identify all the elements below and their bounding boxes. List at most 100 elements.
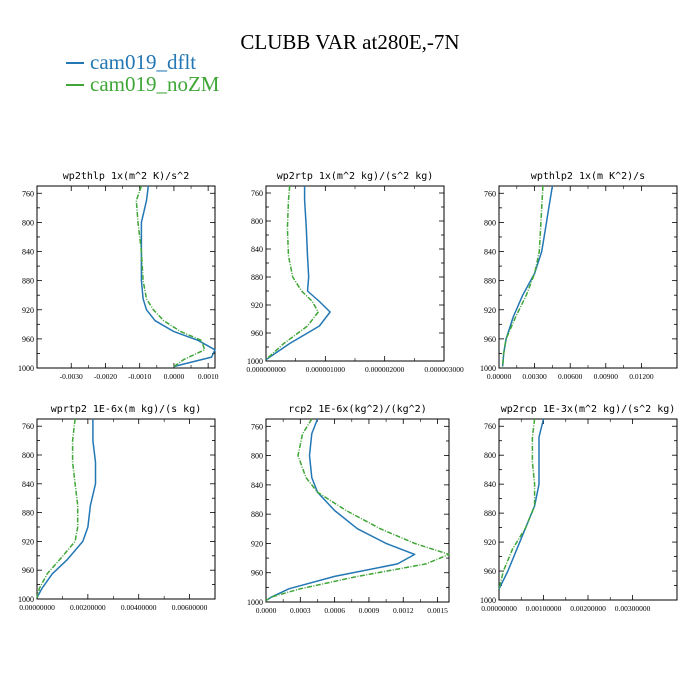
y-tick-label: 800 [484,451,496,460]
series-line-dflt [501,185,554,367]
y-tick-label: 880 [22,277,34,286]
legend-entry-nozm: cam019_noZM [66,72,219,97]
x-tick-label: 0.00300 [522,372,547,381]
x-tick-label: 0.000001000 [306,365,346,374]
y-tick-label: 960 [484,335,496,344]
panel-2: wpthlp2 1x(m K^2)/s 760 800 840 880 920 960 100… [480,171,678,381]
x-tick-label: 0.00900 [594,372,619,381]
legend-entry-dflt: cam019_dflt [66,50,196,75]
series-line-nozm [265,418,450,602]
y-tick-label: 880 [251,273,263,282]
panel-title: wp2rtp 1x(m^2 kg)/(s^2 kg) [277,171,434,182]
x-tick-label: 0.0003 [290,606,311,615]
y-tick-label: 1000 [247,598,263,607]
y-tick-label: 1000 [480,596,496,605]
series-line-dflt [265,418,416,602]
series-line-nozm [498,418,536,590]
y-tick-label: 800 [22,451,34,460]
y-tick-label: 800 [22,218,34,227]
y-tick-label: 760 [484,422,496,431]
x-tick-label: 0.00200000 [570,604,606,613]
x-tick-label: 0.0012 [393,606,414,615]
y-tick-label: 880 [22,509,34,518]
y-tick-label: 760 [251,422,263,431]
series-line-nozm [501,185,544,367]
x-tick-label: 0.00000 [487,372,512,381]
y-tick-label: 840 [22,248,34,257]
y-tick-label: 760 [251,189,263,198]
panel-title: rcp2 1E-6x(kg^2)/(kg^2) [288,404,426,415]
x-tick-label: 0.0015 [427,606,448,615]
y-tick-label: 840 [484,480,496,489]
x-tick-label: 0.0006 [324,606,345,615]
x-tick-label: 0.00100000 [526,604,562,613]
legend-label-nozm: cam019_noZM [90,72,220,96]
y-tick-label: 760 [484,189,496,198]
x-tick-label: 0.00600000 [172,603,208,612]
legend-line-nozm [66,84,84,87]
series-line-dflt [498,418,545,590]
x-tick-label: 0.0009 [359,606,380,615]
y-tick-label: 1000 [247,357,263,366]
panel-0: wp2thlp 1x(m^2 K)/s^2 760 800 840 880 920 960 1… [18,171,219,381]
x-tick-label: 0.00000000 [19,603,55,612]
figure-title: CLUBB VAR at280E,-7N [240,30,460,54]
y-tick-label: 880 [484,509,496,518]
panel-3: wprtp2 1E-6x(m kg)/(s kg) 760 800 840 880 920… [18,404,216,612]
panel-frame [36,185,216,369]
panel-frame [36,418,216,600]
x-tick-label: 0.000003000 [424,365,464,374]
panel-5: wp2rcp 1E-3x(m^2 kg)/(s^2 kg) 760 800 840 88… [480,404,678,613]
y-tick-label: 960 [22,566,34,575]
panel-4: rcp2 1E-6x(kg^2)/(kg^2) 760 800 840 880 920 96… [247,404,450,615]
x-tick-label: 0.01200 [629,372,654,381]
y-tick-label: 920 [484,306,496,315]
y-tick-label: 760 [22,189,34,198]
y-tick-label: 840 [484,248,496,257]
panel-title: wp2rcp 1E-3x(m^2 kg)/(s^2 kg) [501,404,676,415]
x-tick-label: 0.00600 [558,372,583,381]
y-tick-label: 760 [22,422,34,431]
x-tick-label: -0.0010 [128,372,151,381]
series-line-dflt [36,419,97,598]
y-tick-label: 960 [22,335,34,344]
panel-frame [498,418,678,601]
x-tick-label: 0.0010 [198,372,219,381]
panel-frame [265,418,450,603]
series-line-nozm [265,185,319,361]
x-tick-label: 0.00300000 [615,604,651,613]
y-tick-label: 920 [251,539,263,548]
panel-title: wpthlp2 1x(m K^2)/s [531,171,645,182]
y-tick-label: 840 [251,481,263,490]
y-tick-label: 920 [22,537,34,546]
legend-label-dflt: cam019_dflt [90,50,197,74]
series-line-dflt [140,185,216,368]
series-line-nozm [36,418,79,598]
y-tick-label: 960 [484,567,496,576]
x-tick-label: 0.0000 [256,606,277,615]
panel-title: wp2thlp 1x(m^2 K)/s^2 [63,171,189,182]
y-tick-label: 800 [484,218,496,227]
panel-frame [498,185,678,369]
y-tick-label: 920 [251,301,263,310]
y-tick-label: 840 [251,245,263,254]
x-tick-label: 0.0000 [164,372,185,381]
x-tick-label: -0.0030 [60,372,83,381]
x-tick-label: 0.00400000 [121,603,157,612]
x-tick-label: -0.0020 [94,372,117,381]
y-tick-label: 960 [251,329,263,338]
x-tick-label: 0.00000000 [481,604,517,613]
x-tick-label: 0.000000000 [246,365,286,374]
x-tick-label: 0.000002000 [365,365,405,374]
y-tick-label: 960 [251,569,263,578]
y-tick-label: 920 [22,306,34,315]
y-tick-label: 800 [251,217,263,226]
y-tick-label: 880 [251,510,263,519]
panel-1: wp2rtp 1x(m^2 kg)/(s^2 kg) 760 800 840 880 92… [246,171,464,374]
panel-title: wprtp2 1E-6x(m kg)/(s kg) [51,404,202,415]
y-tick-label: 1000 [18,364,34,373]
series-line-dflt [265,186,331,361]
series-line-nozm [135,185,206,368]
y-tick-label: 840 [22,480,34,489]
